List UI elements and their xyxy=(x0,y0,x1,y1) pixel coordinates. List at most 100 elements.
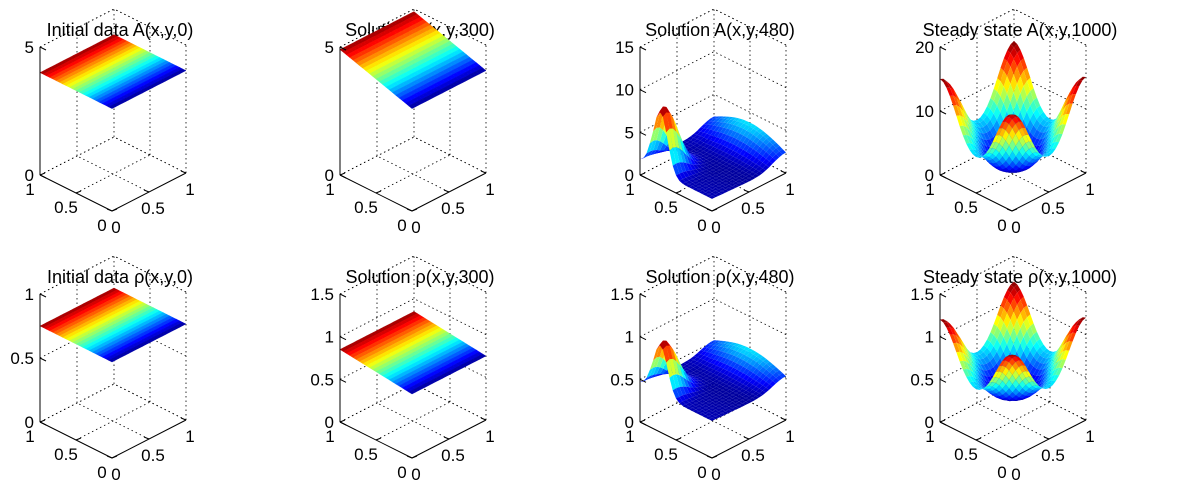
surface-patch xyxy=(730,350,737,356)
z-tick-label: 0 xyxy=(325,166,334,185)
surface-patch xyxy=(703,370,710,375)
surface-patch xyxy=(702,169,710,174)
surface-patch xyxy=(1036,105,1044,115)
surface-patch xyxy=(650,374,657,379)
surface-patch xyxy=(1027,77,1034,91)
surface-patch xyxy=(703,162,710,167)
surface-patch xyxy=(749,162,756,168)
surface-patch xyxy=(996,397,1003,400)
surface-patch xyxy=(715,189,723,193)
surface-patch xyxy=(1033,108,1041,120)
surface-patch xyxy=(1006,165,1013,171)
surface-patch xyxy=(1026,165,1033,170)
x-tick xyxy=(706,208,713,212)
surface-patch xyxy=(729,150,737,157)
surface-patch xyxy=(1023,111,1031,127)
surface-patch xyxy=(999,164,1006,170)
surface-patch xyxy=(996,391,1003,397)
surface-patch xyxy=(686,393,693,399)
surface-patch xyxy=(997,331,1004,345)
surface-patch xyxy=(693,373,700,376)
surface-patch xyxy=(722,173,730,177)
grid-line xyxy=(639,93,715,133)
surface-patch xyxy=(949,95,957,106)
surface-patch xyxy=(943,78,950,85)
surface-patch xyxy=(1009,384,1016,393)
surface-patch xyxy=(660,374,667,376)
surface-patch xyxy=(1015,116,1023,122)
surface-patch xyxy=(729,404,736,409)
grid-line xyxy=(339,255,415,295)
surface-patch xyxy=(696,149,704,153)
surface-patch xyxy=(1046,355,1054,364)
surface-patch xyxy=(740,345,747,350)
z-tick xyxy=(339,46,347,51)
surface-patch xyxy=(755,388,763,394)
grid-line xyxy=(339,8,415,48)
surface-patch xyxy=(700,128,708,133)
surface-patch xyxy=(702,411,709,415)
surface-patch xyxy=(1046,127,1053,141)
surface-patch xyxy=(1030,345,1037,357)
surface-patch xyxy=(1036,132,1044,140)
surface-patch xyxy=(759,373,767,380)
surface-patch xyxy=(997,317,1004,332)
surface-patch xyxy=(716,149,724,155)
surface-patch xyxy=(739,181,746,185)
surface-patch xyxy=(966,121,974,136)
surface-patch xyxy=(1022,166,1030,170)
surface-patch xyxy=(690,367,697,372)
surface-patch xyxy=(1076,317,1083,323)
surface-patch xyxy=(960,100,967,115)
surface-patch xyxy=(1079,317,1086,321)
surface-patch xyxy=(736,391,743,395)
surface-patch xyxy=(732,380,740,386)
surface-patch xyxy=(729,383,737,388)
surface-patch xyxy=(676,361,683,378)
y-tick xyxy=(639,419,646,423)
surface-patch xyxy=(722,169,730,174)
surface-patch xyxy=(985,382,993,387)
surface-patch xyxy=(990,323,998,335)
surface-patch xyxy=(1045,380,1053,386)
surface-patch xyxy=(996,166,1003,170)
surface-patch xyxy=(730,355,737,362)
surface-patch xyxy=(749,155,757,162)
surface-patch xyxy=(709,182,716,187)
x-tick-label: 0 xyxy=(411,465,420,484)
surface-patch xyxy=(1002,171,1010,173)
surface-patch xyxy=(756,153,763,161)
surface-patch xyxy=(1012,362,1019,371)
surface-patch xyxy=(729,183,736,187)
z-tick xyxy=(39,421,47,426)
surface-patch xyxy=(963,125,970,137)
surface-patch xyxy=(1036,374,1043,382)
y-tick xyxy=(711,455,718,459)
surface-patch xyxy=(1036,378,1043,386)
surface-patch xyxy=(1039,367,1047,376)
surface-patch xyxy=(983,363,991,371)
z-tick xyxy=(339,378,347,383)
x-tick-label: 1 xyxy=(185,180,194,199)
surface-patch xyxy=(706,157,714,162)
z-tick-label: 1 xyxy=(325,328,334,347)
y-tick xyxy=(375,190,382,194)
surface-patch xyxy=(1043,361,1050,370)
surface-patch xyxy=(1012,165,1020,171)
surface-patch xyxy=(702,173,710,177)
surface-patch xyxy=(710,118,718,122)
surface-patch xyxy=(710,136,717,142)
surface-patch xyxy=(703,128,711,134)
surface-patch xyxy=(726,366,734,372)
surface-patch xyxy=(759,142,767,150)
surface-patch xyxy=(985,385,993,389)
surface-patch xyxy=(706,140,714,146)
surface-patch xyxy=(656,345,664,358)
surface-patch xyxy=(686,398,693,403)
surface-patch xyxy=(726,171,733,175)
surface-patch xyxy=(769,151,776,158)
surface-patch xyxy=(989,154,996,160)
surface-patch xyxy=(695,407,703,412)
surface-patch xyxy=(1035,387,1043,389)
surface-patch xyxy=(1019,388,1026,395)
